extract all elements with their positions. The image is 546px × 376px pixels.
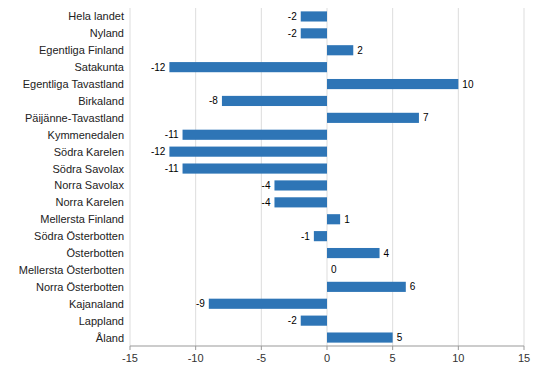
bar (327, 265, 328, 275)
category-label: Birkaland (78, 95, 124, 107)
grid-line (392, 8, 393, 346)
category-label: Norra Savolax (54, 179, 124, 191)
tick-label: 5 (390, 352, 396, 364)
data-label: -9 (196, 298, 205, 309)
category-label: Norra Österbotten (36, 281, 124, 293)
data-label: 7 (423, 112, 429, 123)
category-label: Egentliga Finland (39, 44, 124, 56)
bar (183, 163, 327, 173)
category-label: Österbotten (67, 247, 124, 259)
bar (209, 299, 327, 309)
grid-line (327, 8, 328, 346)
category-label: Norra Karelen (56, 196, 124, 208)
category-label: Päijänne-Tavastland (25, 112, 124, 124)
category-label: Södra Savolax (52, 163, 124, 175)
bar (301, 316, 327, 326)
category-label: Kymmenedalen (48, 129, 124, 141)
data-label: -1 (301, 231, 310, 242)
bar (301, 28, 327, 38)
grid-line (130, 8, 131, 346)
tick-label: 10 (452, 352, 464, 364)
bar (314, 231, 327, 241)
bar (327, 332, 393, 342)
tick-mark (327, 346, 328, 350)
data-label: -2 (288, 315, 297, 326)
data-label: 2 (357, 45, 363, 56)
page: {"chart_data": {"type": "bar", "orientat… (0, 0, 546, 376)
bar (327, 113, 419, 123)
tick-label: 0 (324, 352, 330, 364)
data-label: 4 (384, 248, 390, 259)
bar (327, 282, 406, 292)
category-label: Mellersta Österbotten (19, 264, 124, 276)
tick-mark (458, 346, 459, 350)
bar (183, 130, 327, 140)
bar (327, 45, 353, 55)
category-label: Lappland (79, 315, 124, 327)
tick-mark (524, 346, 525, 350)
data-label: -2 (288, 11, 297, 22)
bar (274, 180, 327, 190)
bar (327, 214, 340, 224)
tick-mark (392, 346, 393, 350)
category-label: Åland (96, 332, 124, 344)
category-label: Mellersta Finland (40, 213, 124, 225)
category-label: Egentliga Tavastland (23, 78, 124, 90)
chart: -15-10-5051015Hela landetNylandEgentliga… (0, 0, 546, 376)
tick-label: -5 (256, 352, 266, 364)
data-label: -11 (165, 129, 179, 140)
data-label: -2 (288, 28, 297, 39)
data-label: -11 (165, 163, 179, 174)
category-label: Södra Österbotten (34, 230, 124, 242)
data-label: 6 (410, 281, 416, 292)
data-label: 10 (462, 79, 474, 90)
category-label: Nyland (90, 27, 124, 39)
chart-container: -15-10-5051015Hela landetNylandEgentliga… (0, 0, 546, 376)
category-label: Kajanaland (69, 298, 124, 310)
grid-line (195, 8, 196, 346)
grid (130, 8, 524, 350)
tick-mark (261, 346, 262, 350)
bar (301, 11, 327, 21)
data-label: 5 (397, 332, 403, 343)
bar (222, 96, 327, 106)
bar (327, 248, 380, 258)
grid-line (261, 8, 262, 346)
data-label: 0 (331, 264, 337, 275)
data-label: -12 (151, 62, 166, 73)
tick-mark (195, 346, 196, 350)
category-label: Satakunta (74, 61, 124, 73)
bars (169, 11, 458, 342)
tick-label: -10 (188, 352, 204, 364)
data-label: -4 (262, 180, 271, 191)
category-label: Hela landet (68, 10, 124, 22)
tick-label: -15 (122, 352, 138, 364)
data-label: -4 (262, 197, 271, 208)
grid-line (524, 8, 525, 346)
bar (274, 197, 327, 207)
tick-label: 15 (518, 352, 530, 364)
data-label: 1 (344, 214, 350, 225)
grid-line (458, 8, 459, 346)
data-label: -12 (151, 146, 166, 157)
tick-mark (130, 346, 131, 350)
x-axis-line (130, 346, 524, 347)
bar (169, 147, 327, 157)
category-label: Södra Karelen (54, 146, 124, 158)
data-label: -8 (209, 95, 218, 106)
bar (169, 62, 327, 72)
bar (327, 79, 458, 89)
